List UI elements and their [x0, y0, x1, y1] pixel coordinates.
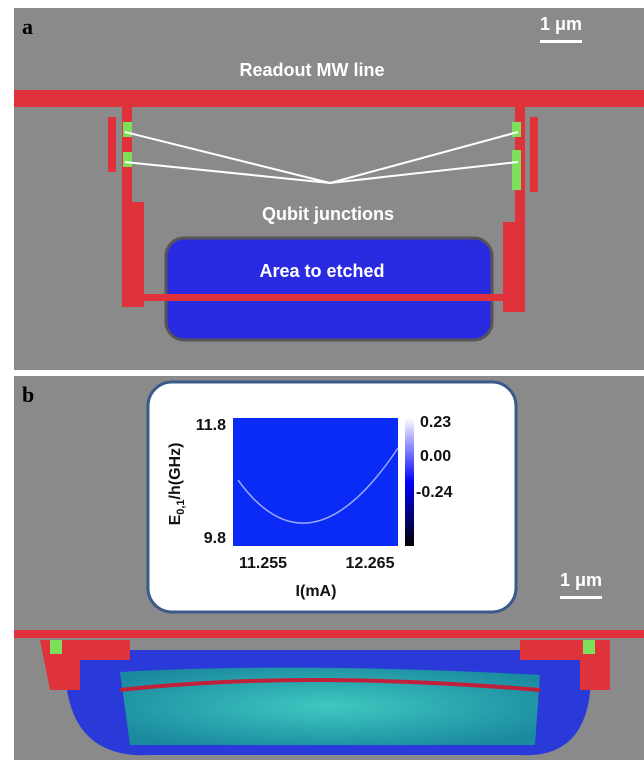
figure: 1 μm a Readout MW line Qubit junctions A…: [0, 0, 644, 760]
junction: [50, 640, 62, 654]
panel-label: a: [22, 14, 33, 39]
junction: [123, 152, 132, 167]
x-axis-label: I(mA): [296, 583, 337, 600]
junction: [512, 150, 521, 190]
junction: [123, 122, 132, 137]
scale-label: 1 μm: [560, 570, 602, 590]
annotation: Readout MW line: [240, 60, 385, 80]
scale-bar: [540, 40, 582, 43]
x-tick-label: 11.255: [239, 555, 287, 572]
scale-label: 1 μm: [540, 14, 582, 34]
qubit-loop: [130, 294, 510, 301]
readout-line: [14, 630, 644, 638]
panel-a: 1 μm a Readout MW line Qubit junctions A…: [14, 8, 644, 370]
y-tick-label: 9.8: [204, 530, 226, 547]
colorbar-tick-label: 0.00: [420, 448, 451, 465]
annotation: Qubit junctions: [262, 204, 394, 224]
colorbar-tick-label: 0.23: [420, 414, 451, 431]
left-pad: [108, 117, 116, 172]
junction: [512, 122, 521, 137]
scale-bar: [560, 596, 602, 599]
y-label-main: E: [167, 514, 184, 525]
x-tick-label: 12.265: [346, 555, 395, 572]
junction: [583, 640, 595, 654]
y-label-rest: /h(GHz): [167, 443, 184, 500]
annotation: Area to etched: [259, 261, 384, 281]
panel-b: 1 μm b 11.8 9.8 11.255 12.265 I(mA) 0.23…: [14, 376, 644, 760]
readout-line: [14, 90, 644, 107]
colorbar-tick-label: -0.24: [416, 484, 453, 501]
y-label-sub: 0,1: [175, 499, 187, 514]
panel-label: b: [22, 382, 34, 407]
etch-area: [166, 238, 492, 340]
colorbar: [405, 418, 414, 546]
right-pad: [530, 117, 538, 192]
y-tick-label: 11.8: [196, 417, 226, 434]
